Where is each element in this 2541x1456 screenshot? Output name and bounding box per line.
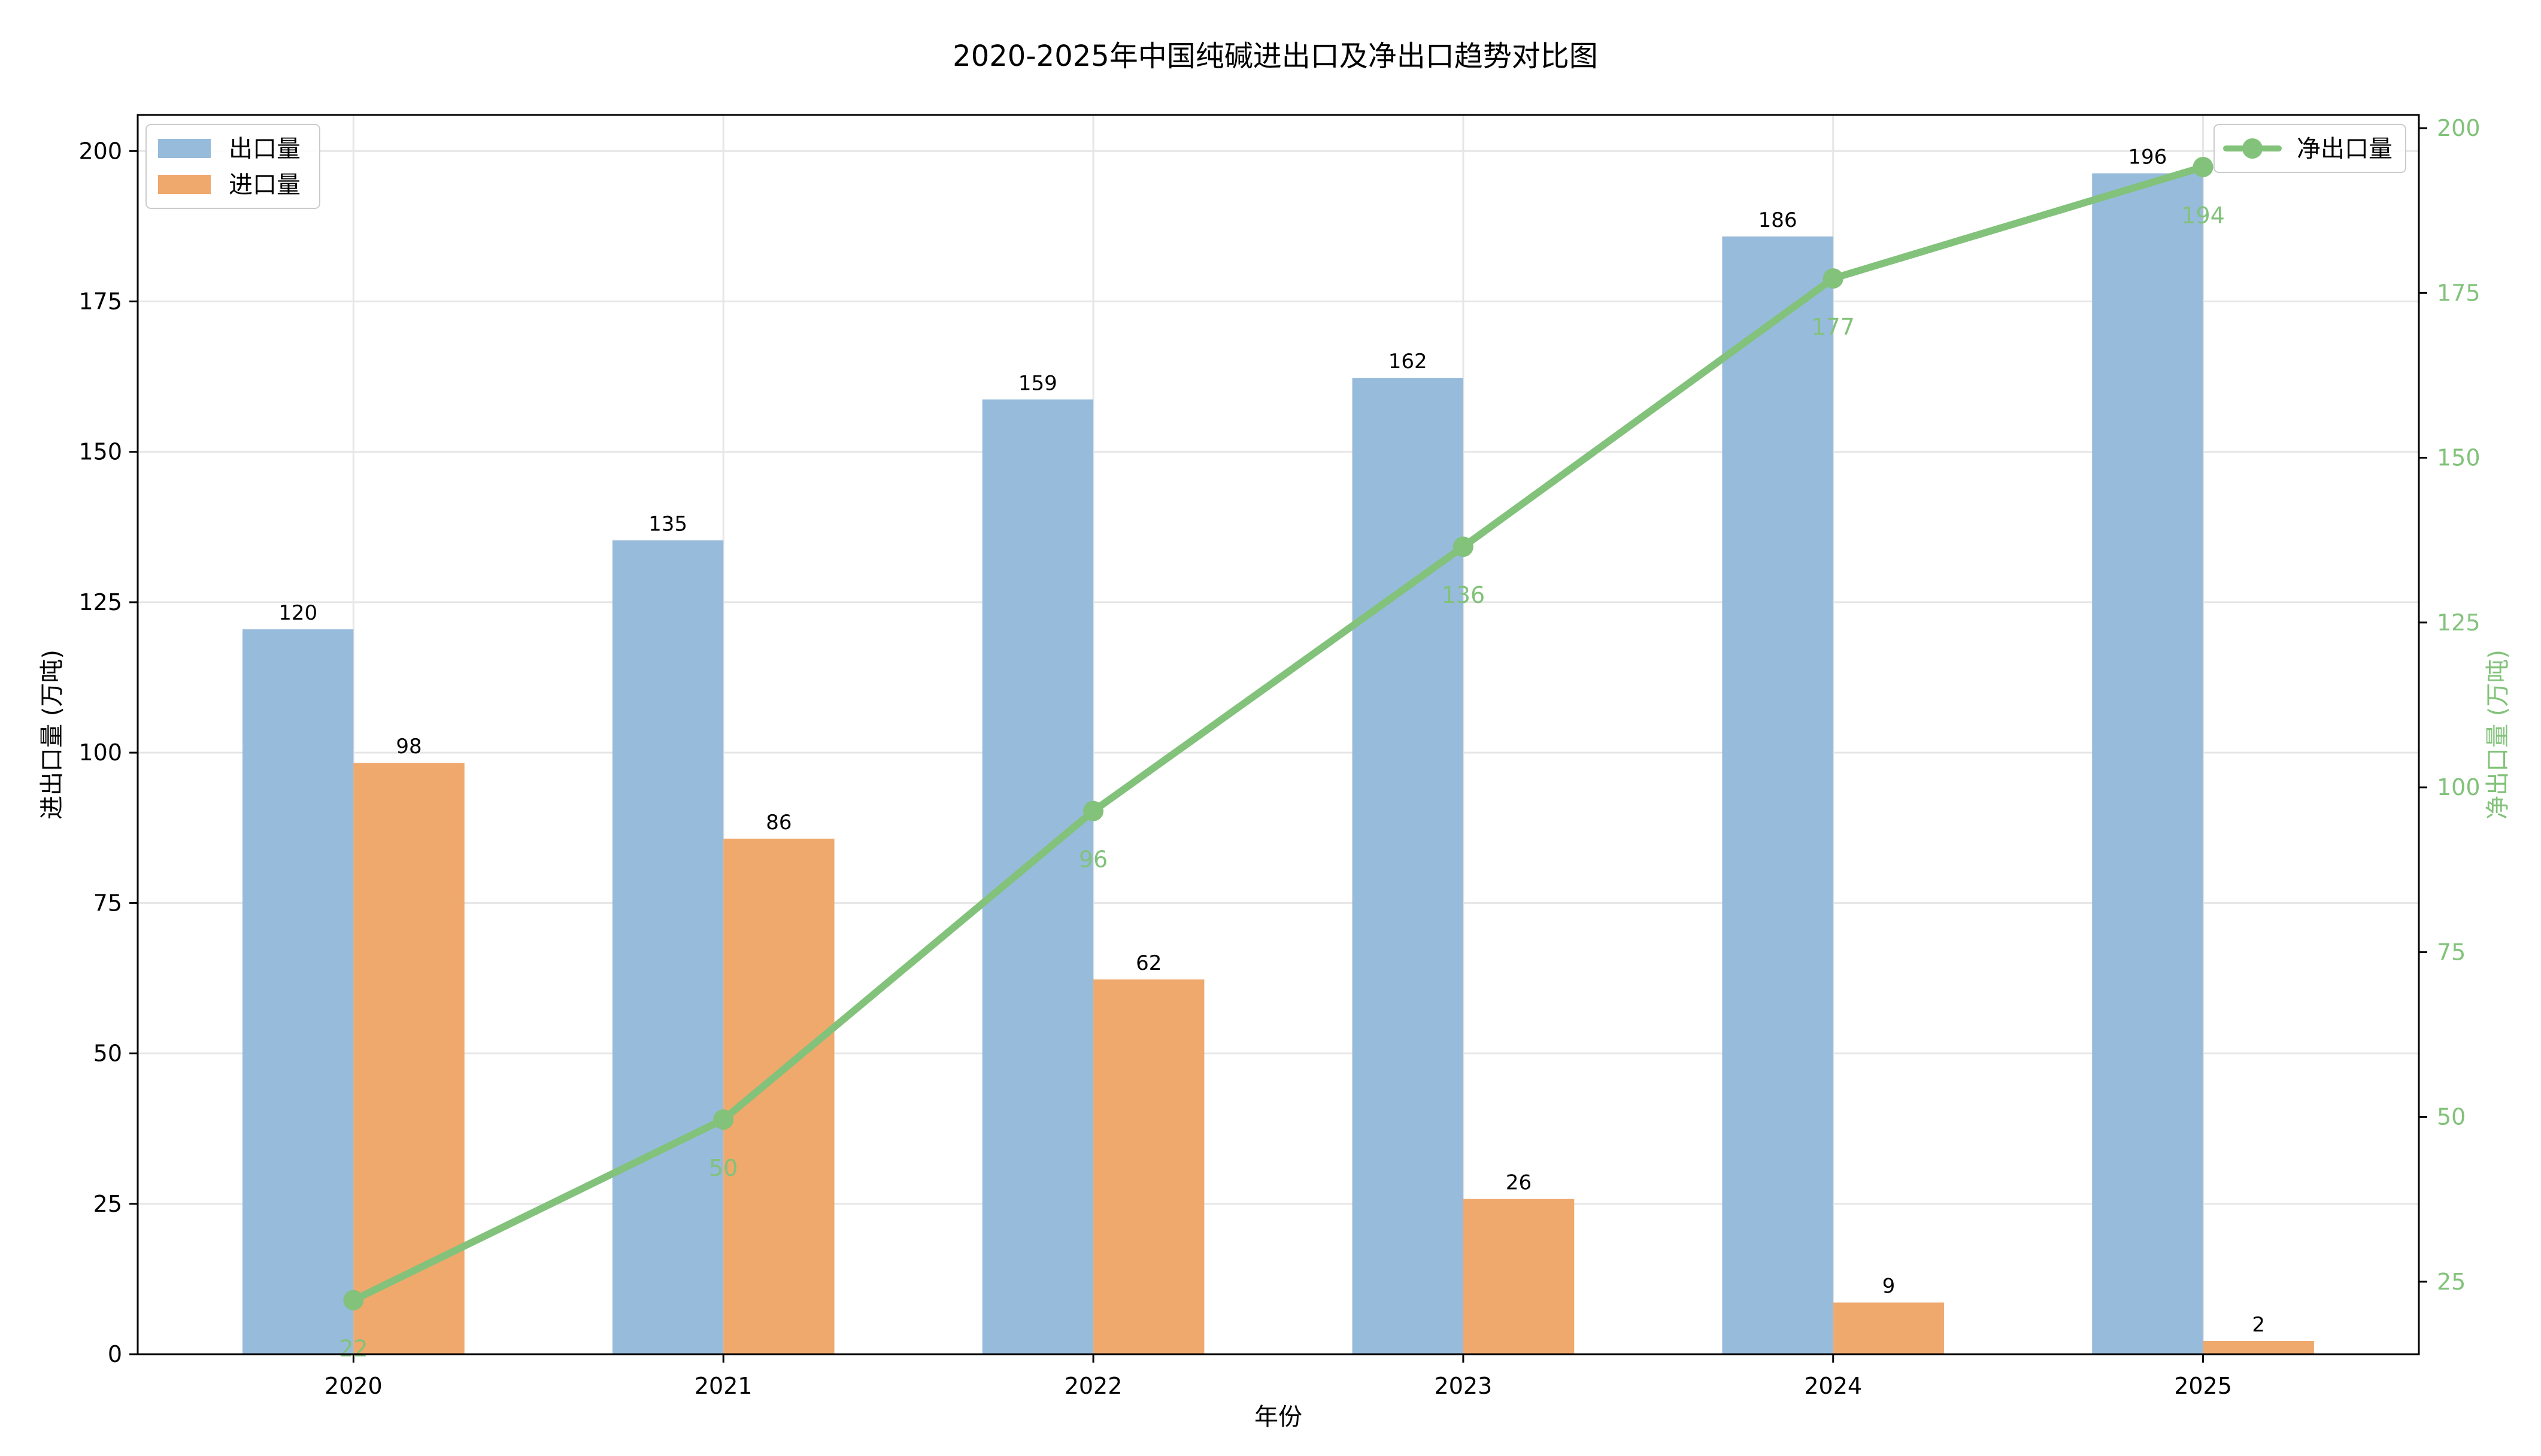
bar-export bbox=[982, 399, 1094, 1354]
y-left-tick-label: 25 bbox=[93, 1191, 122, 1217]
bar-export bbox=[1722, 236, 1833, 1354]
legend-label-export: 出口量 bbox=[229, 135, 301, 163]
net-export-point-label: 50 bbox=[709, 1155, 738, 1181]
legend-right: 净出口量 bbox=[2213, 124, 2406, 173]
bar-export-label: 186 bbox=[1758, 208, 1797, 232]
y-axis-right: 25 50 75 100 125 150 175 200 bbox=[2419, 115, 2481, 1295]
y-axis-left-title: 进出口量 (万吨) bbox=[38, 650, 66, 820]
bar-import bbox=[1463, 1199, 1575, 1354]
net-export-point bbox=[1823, 268, 1843, 289]
y-left-tick-label: 200 bbox=[78, 138, 122, 164]
bar-import-label: 2 bbox=[2252, 1313, 2265, 1337]
bar-import bbox=[1833, 1302, 1945, 1354]
net-export-line bbox=[350, 163, 2207, 1304]
x-axis: 2020 2021 2022 2023 2024 2025 bbox=[325, 1354, 2232, 1399]
net-export-point bbox=[713, 1109, 734, 1130]
y-left-tick-label: 125 bbox=[78, 589, 122, 615]
bar-import-label: 98 bbox=[396, 735, 422, 759]
net-export-point bbox=[2193, 156, 2213, 177]
bar-export-label: 196 bbox=[2128, 145, 2167, 169]
plot-frame bbox=[137, 114, 2420, 1355]
net-export-point bbox=[343, 1290, 364, 1311]
y-right-tick-label: 75 bbox=[2437, 939, 2466, 965]
legend-label-import: 进口量 bbox=[229, 171, 301, 199]
bar-export bbox=[242, 629, 354, 1354]
x-tick-label: 2024 bbox=[1804, 1373, 1862, 1399]
net-export-point bbox=[1083, 800, 1104, 821]
legend-left: 出口量 进口量 bbox=[145, 124, 320, 209]
x-tick-label: 2021 bbox=[695, 1373, 753, 1399]
bar-export-label: 120 bbox=[278, 601, 317, 625]
bar-import bbox=[723, 838, 835, 1354]
x-tick-label: 2020 bbox=[325, 1373, 383, 1399]
legend-swatch-export bbox=[158, 139, 211, 158]
y-right-tick-label: 125 bbox=[2437, 609, 2481, 636]
legend-label-net: 净出口量 bbox=[2297, 135, 2393, 163]
y-left-tick-label: 0 bbox=[108, 1341, 122, 1367]
bar-export-label: 162 bbox=[1388, 350, 1427, 374]
x-axis-title: 年份 bbox=[1254, 1403, 1302, 1431]
bar-import-label: 86 bbox=[766, 811, 792, 835]
bar-import bbox=[1093, 979, 1205, 1354]
bar-import-label: 9 bbox=[1882, 1275, 1896, 1299]
bar-import bbox=[353, 763, 465, 1354]
bar-export bbox=[2092, 173, 2203, 1354]
y-left-tick-label: 150 bbox=[78, 439, 122, 465]
y-left-tick-label: 50 bbox=[93, 1041, 122, 1067]
net-export-point-label: 136 bbox=[1442, 582, 1485, 608]
x-tick-label: 2025 bbox=[2174, 1373, 2232, 1399]
y-right-tick-label: 50 bbox=[2437, 1104, 2466, 1130]
net-export-point-label: 96 bbox=[1079, 847, 1108, 873]
y-axis-left: 0 25 50 75 100 125 150 175 200 bbox=[78, 138, 138, 1367]
y-left-tick-label: 100 bbox=[78, 739, 122, 766]
bar-labels-layer: 120 98 135 86 159 62 162 26 186 9 196 2 bbox=[278, 145, 2265, 1336]
net-export-point-label: 177 bbox=[1811, 314, 1855, 340]
legend-right-frame bbox=[2213, 124, 2406, 173]
legend-marker-net bbox=[2242, 138, 2263, 159]
x-tick-label: 2023 bbox=[1435, 1373, 1493, 1399]
y-right-tick-label: 100 bbox=[2437, 774, 2481, 800]
legend-swatch-import bbox=[158, 175, 211, 194]
net-export-line-layer bbox=[343, 156, 2213, 1311]
y-right-tick-label: 200 bbox=[2437, 115, 2481, 141]
y-right-tick-label: 150 bbox=[2437, 445, 2481, 471]
x-tick-label: 2022 bbox=[1065, 1373, 1123, 1399]
net-export-point-label: 194 bbox=[2181, 202, 2225, 229]
bar-export-label: 159 bbox=[1018, 371, 1057, 395]
bar-import-label: 62 bbox=[1136, 951, 1162, 975]
bars-layer bbox=[242, 173, 2314, 1354]
bar-import bbox=[2203, 1340, 2314, 1354]
y-left-tick-label: 75 bbox=[93, 890, 122, 916]
bar-import-label: 26 bbox=[1506, 1171, 1532, 1195]
chart-title: 2020-2025年中国纯碱进出口及净出口趋势对比图 bbox=[953, 40, 1598, 73]
net-export-point bbox=[1453, 536, 1473, 557]
y-left-tick-label: 175 bbox=[78, 289, 122, 315]
y-right-tick-label: 25 bbox=[2437, 1269, 2466, 1295]
bar-export bbox=[1352, 378, 1463, 1354]
y-axis-right-title: 净出口量 (万吨) bbox=[2484, 650, 2512, 820]
y-right-tick-label: 175 bbox=[2437, 280, 2481, 306]
bar-export bbox=[612, 540, 724, 1354]
bar-export-label: 135 bbox=[648, 512, 687, 536]
